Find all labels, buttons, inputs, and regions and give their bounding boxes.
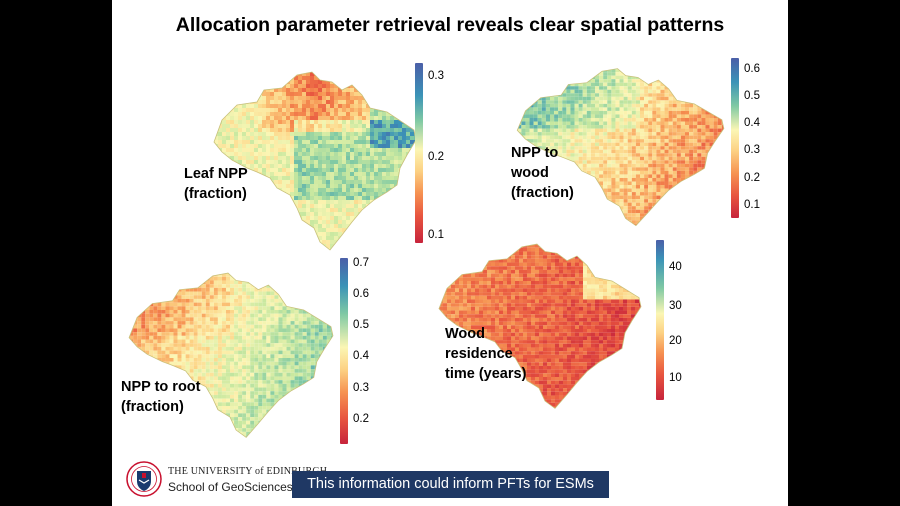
colorbar-wood-residence-time: [656, 240, 664, 400]
panel-label-npp-to-root: NPP to root (fraction): [121, 379, 201, 415]
colorbar-tick: 0.1: [428, 229, 444, 241]
colorbar-tick: 0.1: [744, 199, 760, 211]
colorbar-npp-to-root: [340, 258, 348, 444]
map-npp-to-wood: [516, 68, 725, 227]
colorbar-tick: 20: [669, 335, 682, 347]
colorbar-leaf-npp: [415, 63, 423, 243]
colorbar-npp-to-wood: [731, 58, 739, 218]
panel-label-npp-to-wood: NPP to wood (fraction): [511, 145, 574, 201]
colorbar-tick: 0.4: [744, 117, 760, 129]
school-name: School of GeoSciences: [168, 480, 293, 494]
slide-title: Allocation parameter retrieval reveals c…: [175, 14, 725, 36]
map-wood-residence-time: [438, 243, 642, 409]
panel-label-wood-residence-time: Wood residence time (years): [445, 326, 527, 382]
colorbar-tick: 0.5: [744, 90, 760, 102]
colorbar-tick: 0.3: [353, 382, 369, 394]
colorbar-tick: 0.2: [353, 413, 369, 425]
colorbar-tick: 0.3: [428, 70, 444, 82]
colorbar-tick: 0.2: [428, 151, 444, 163]
map-npp-to-root: [128, 272, 334, 438]
colorbar-tick: 0.3: [744, 144, 760, 156]
takeaway-banner: This information could inform PFTs for E…: [292, 471, 609, 498]
colorbar-tick: 40: [669, 261, 682, 273]
colorbar-tick: 0.2: [744, 172, 760, 184]
colorbar-tick: 0.5: [353, 319, 369, 331]
colorbar-tick: 0.6: [744, 63, 760, 75]
university-crest-logo: [126, 461, 162, 497]
panel-label-leaf-npp: Leaf NPP (fraction): [184, 166, 248, 202]
colorbar-tick: 30: [669, 300, 682, 312]
colorbar-tick: 10: [669, 372, 682, 384]
colorbar-tick: 0.6: [353, 288, 369, 300]
colorbar-tick: 0.4: [353, 350, 369, 362]
colorbar-tick: 0.7: [353, 257, 369, 269]
university-name: THE UNIVERSITY of EDINBURGH: [168, 466, 328, 477]
map-leaf-npp: [213, 71, 417, 251]
slide: Allocation parameter retrieval reveals c…: [112, 0, 788, 506]
